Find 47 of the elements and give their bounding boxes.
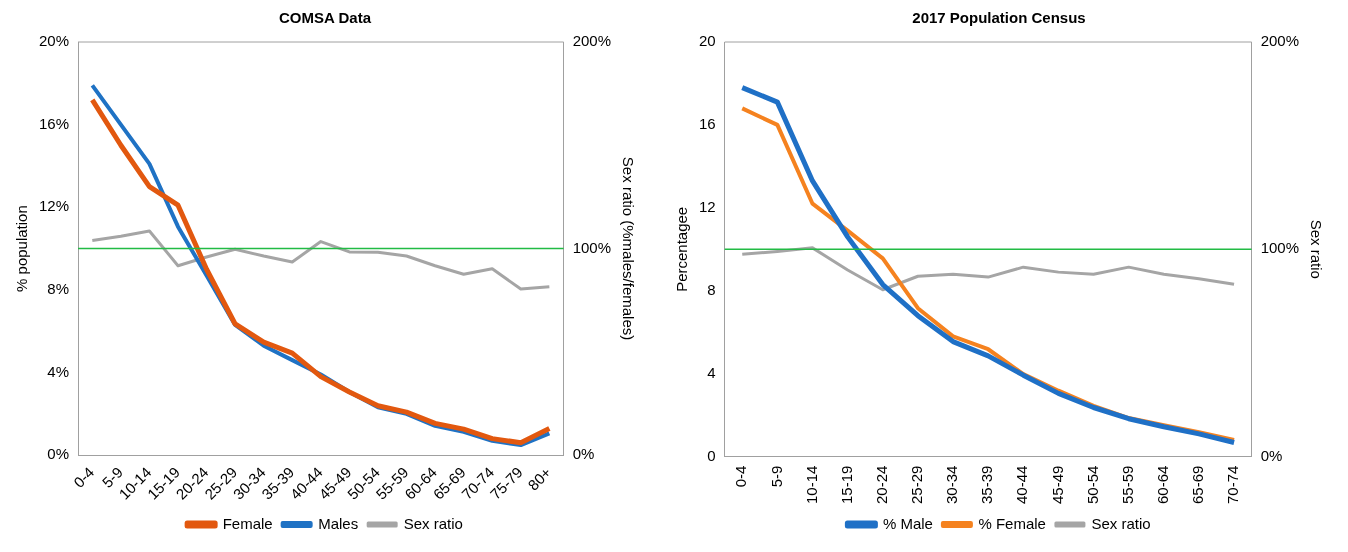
y2-tick-label: 0% bbox=[1260, 446, 1283, 464]
y-tick-label: 8% bbox=[47, 280, 70, 298]
x-tick-label: 65-69 bbox=[1189, 465, 1207, 505]
y-tick-label: 0 bbox=[707, 446, 716, 464]
y2-axis-title: Sex ratio bbox=[1307, 219, 1325, 279]
x-tick-label: 60-64 bbox=[1153, 465, 1171, 505]
y-axis-title: % population bbox=[13, 205, 31, 292]
y2-tick-label: 200% bbox=[572, 32, 612, 50]
x-tick-label: 55-59 bbox=[1118, 465, 1136, 505]
x-tick-label: 10-14 bbox=[802, 465, 820, 505]
y2-tick-label: 100% bbox=[572, 238, 612, 256]
chart-title: 2017 Population Census bbox=[912, 9, 1086, 27]
y-tick-label: 0% bbox=[47, 445, 70, 463]
x-tick-label: 35-39 bbox=[978, 465, 996, 505]
y-tick-label: 20% bbox=[38, 32, 70, 50]
y-tick-label: 12% bbox=[38, 197, 70, 215]
legend-label: % Male bbox=[882, 514, 933, 532]
y-tick-label: 16% bbox=[38, 114, 70, 132]
x-tick-label: 40-44 bbox=[1013, 465, 1031, 505]
x-tick-label: 25-29 bbox=[908, 465, 926, 505]
x-tick-label: 70-74 bbox=[1224, 465, 1242, 505]
x-tick-label: 45-49 bbox=[1048, 465, 1066, 505]
y-tick-label: 12 bbox=[699, 197, 716, 215]
x-tick-label: 20-24 bbox=[872, 465, 890, 505]
legend-label: Sex ratio bbox=[403, 514, 463, 532]
x-tick-label: 80+ bbox=[524, 463, 555, 494]
legend-label: Sex ratio bbox=[1091, 514, 1151, 532]
legend-label: % Female bbox=[978, 514, 1046, 532]
x-tick-label: 30-34 bbox=[943, 465, 961, 505]
y-axis-title: Percentagee bbox=[673, 206, 691, 292]
legend-label: Males bbox=[318, 514, 359, 532]
x-tick-label: 50-54 bbox=[1083, 465, 1101, 505]
y2-tick-label: 200% bbox=[1260, 32, 1300, 50]
x-tick-label: 5-9 bbox=[767, 465, 785, 488]
x-tick-label: 0-4 bbox=[732, 465, 750, 488]
y2-axis-title: Sex ratio (%males/females) bbox=[619, 156, 637, 341]
y-tick-label: 16 bbox=[699, 115, 716, 133]
chart-title: COMSA Data bbox=[279, 9, 372, 27]
y-tick-label: 20 bbox=[699, 32, 716, 50]
y-tick-label: 4% bbox=[47, 362, 70, 380]
y2-tick-label: 100% bbox=[1260, 239, 1300, 257]
legend-label: Female bbox=[222, 514, 273, 532]
x-tick-label: 15-19 bbox=[837, 465, 855, 505]
y-tick-label: 4 bbox=[707, 363, 716, 381]
y-tick-label: 8 bbox=[707, 280, 716, 298]
x-tick-label: 0-4 bbox=[70, 463, 98, 491]
y2-tick-label: 0% bbox=[572, 445, 595, 463]
